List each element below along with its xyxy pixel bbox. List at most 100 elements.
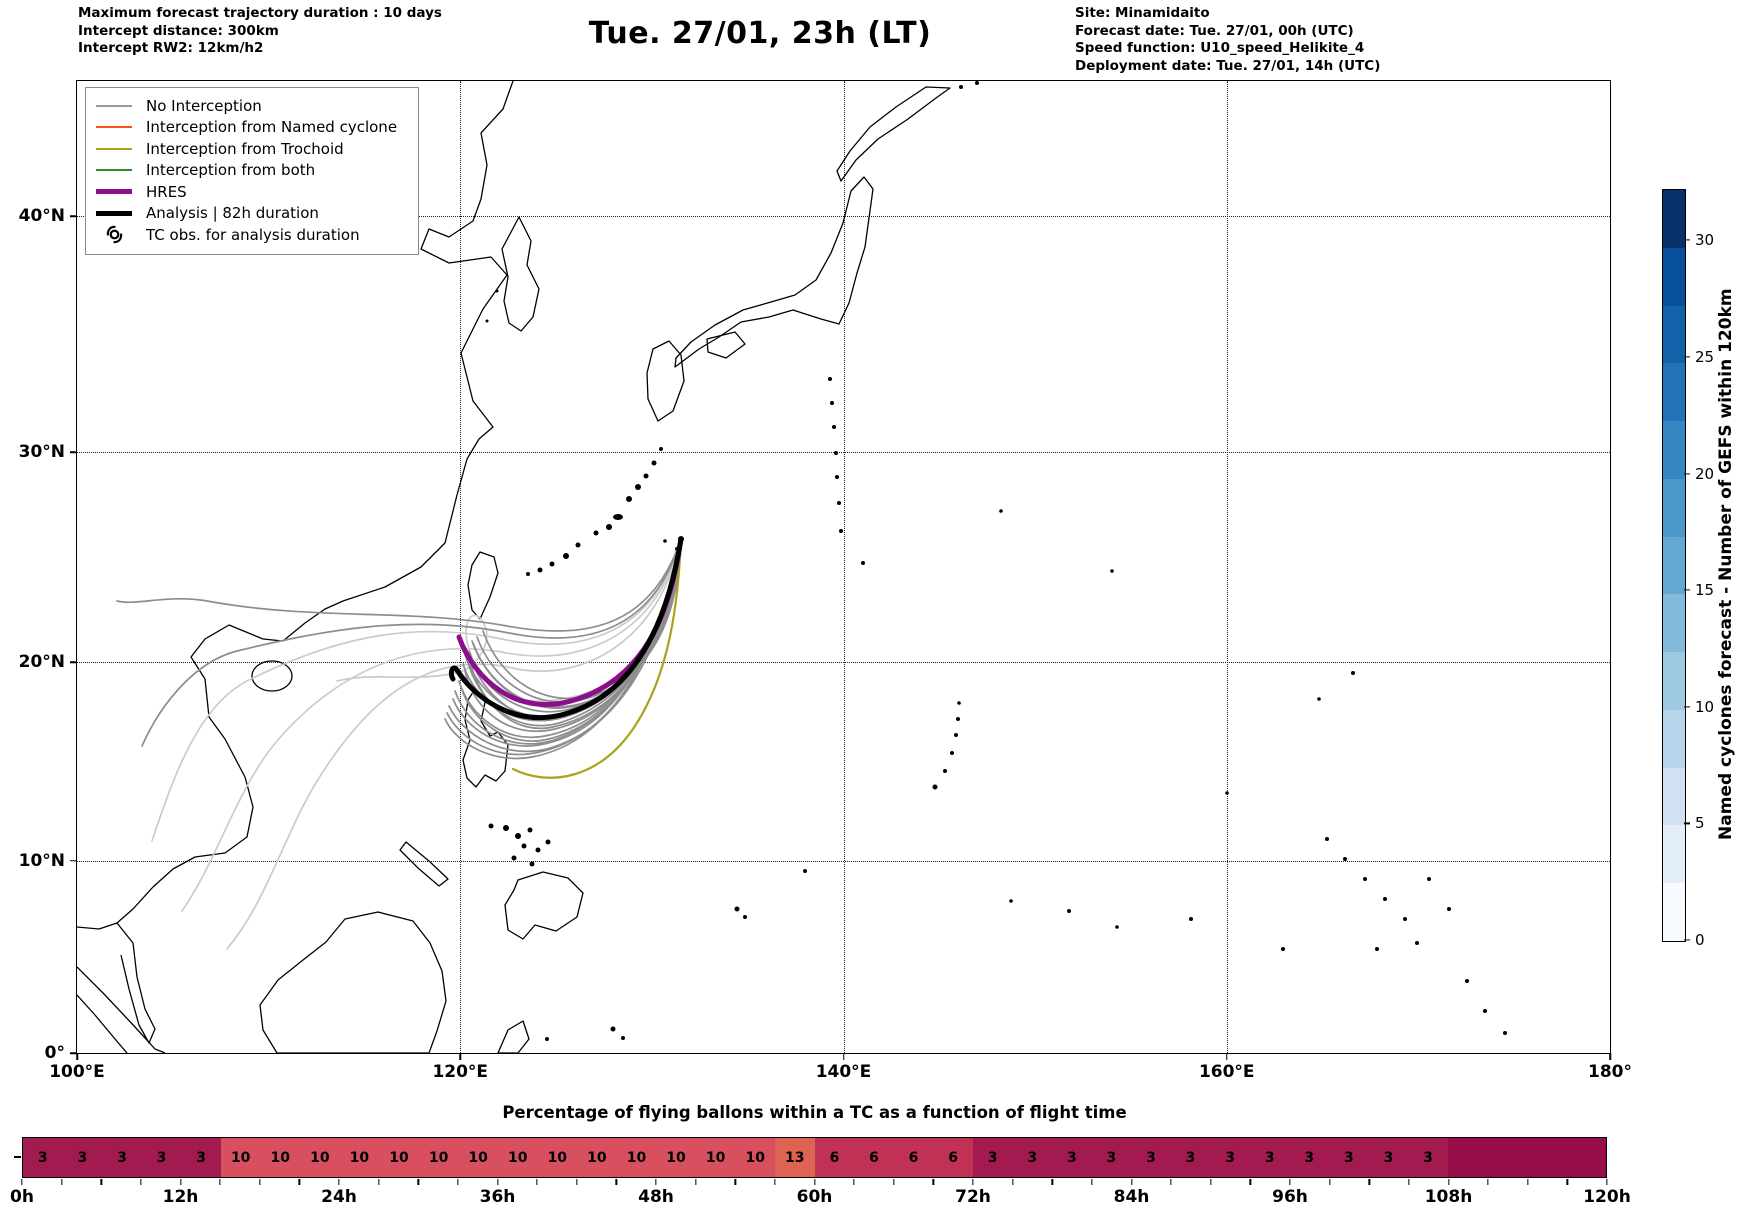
strip-cell: 10 [537, 1138, 578, 1177]
strip-tick-mark [615, 1179, 618, 1185]
colorbar-tick-label: 10 [1695, 697, 1715, 716]
strip-tick-mark [536, 1179, 538, 1185]
strip-tick-mark [1011, 1179, 1014, 1185]
gridline-parallel [77, 452, 1610, 454]
site-info-text: Site: Minamidaito Forecast date: Tue. 27… [1075, 5, 1381, 74]
colorbar-tick-label: 30 [1695, 231, 1715, 250]
strip-cell: 10 [656, 1138, 696, 1177]
strip-cell: 3 [972, 1138, 1013, 1177]
strip-cell: 10 [695, 1138, 736, 1177]
x-tick-label: 120°E [432, 1062, 489, 1082]
strip-tick-mark [179, 1179, 182, 1185]
strip-tick-mark [1130, 1179, 1133, 1185]
strip-tick-mark [21, 1179, 23, 1185]
x-tick-mark [76, 1053, 78, 1060]
strip-tick-mark [457, 1179, 459, 1185]
trajectory-analysis [448, 536, 684, 720]
strip-tick-label: 24h [321, 1187, 357, 1207]
strip-tick-label: 36h [479, 1187, 516, 1207]
y-tick-label: 10°N [18, 850, 65, 871]
x-tick-label: 160°E [1198, 1062, 1255, 1082]
strip-cell: 3 [1249, 1138, 1290, 1177]
strip-cell: 10 [300, 1138, 340, 1177]
colorbar-tick-mark [1684, 939, 1690, 941]
legend-line [96, 169, 132, 172]
legend-item: Interception from Named cyclone [96, 117, 408, 139]
x-tick-mark [1226, 1053, 1228, 1060]
legend-line [96, 189, 132, 195]
colorbar-tick-mark [1684, 239, 1690, 241]
strip-tick-label: 48h [638, 1187, 674, 1207]
trajectory-no-interception-far [181, 538, 682, 912]
colorbar-block [1663, 594, 1685, 653]
colorbar-block [1663, 709, 1685, 768]
strip-tick-label: 12h [162, 1187, 199, 1207]
strip-cell: 10 [735, 1138, 775, 1177]
strip-tick-mark [1527, 1179, 1529, 1185]
strip-tick-mark [774, 1179, 776, 1185]
legend-item-label: Interception from Trochoid [146, 139, 344, 158]
colorbar-block [1663, 247, 1685, 306]
colorbar-tick-mark [1684, 589, 1690, 591]
strip-cell: 3 [1170, 1138, 1211, 1177]
y-tick-mark [70, 661, 77, 663]
colorbar-tick-mark [1684, 706, 1690, 708]
y-tick-label: 30°N [18, 442, 65, 463]
colorbar-block [1663, 190, 1685, 248]
colorbar-block [1663, 478, 1685, 537]
trajectory-lines [116, 536, 684, 950]
strip-cell: 3 [1012, 1138, 1053, 1177]
trajectory-no-interception [471, 538, 682, 709]
legend-item-label: Analysis | 82h duration [146, 204, 319, 223]
strip-tick-label: 96h [1272, 1187, 1308, 1207]
y-tick-label: 20°N [18, 652, 65, 673]
y-tick-mark [70, 859, 77, 862]
legend-item-label: TC obs. for analysis duration [146, 225, 360, 244]
trajectory-no-interception [472, 538, 682, 708]
colorbar-block [1663, 652, 1685, 710]
strip-cell: 10 [497, 1138, 538, 1177]
y-tick-mark [70, 1052, 77, 1054]
strip-tick-mark [1289, 1179, 1291, 1185]
legend-line [96, 126, 132, 129]
trajectory-no-interception-far [226, 538, 682, 950]
strip-cell: 3 [1052, 1138, 1092, 1177]
colorbar-block [1663, 767, 1685, 826]
legend-line [96, 104, 132, 107]
strip-tick-mark [972, 1179, 974, 1185]
strip-cell: 6 [893, 1138, 934, 1177]
trajectory-trochoid [511, 537, 683, 779]
strip-tick-mark [813, 1179, 816, 1185]
strip-tick-label: 108h [1424, 1187, 1473, 1207]
colorbar-tick-mark [1684, 822, 1690, 824]
colorbar-block [1663, 883, 1685, 941]
gridline-meridian [460, 81, 462, 1053]
strip-title: Percentage of flying ballons within a TC… [502, 1103, 1127, 1122]
legend-line-icon [96, 126, 132, 129]
strip-tick-mark [932, 1179, 935, 1185]
x-tick-label: 180° [1588, 1062, 1632, 1082]
strip-cell: 10 [379, 1138, 419, 1177]
strip-tick-mark [1566, 1179, 1569, 1185]
colorbar-tick-label: 5 [1695, 814, 1705, 833]
strip-cell: 3 [141, 1138, 182, 1177]
strip-cell: 3 [181, 1138, 221, 1177]
strip-cell [1566, 1138, 1607, 1177]
strip-tick-mark [1091, 1179, 1093, 1185]
strip-tick-mark [655, 1179, 657, 1185]
legend-item: Interception from Trochoid [96, 138, 408, 160]
x-tick-mark [1609, 1053, 1611, 1060]
strip-cell: 3 [1329, 1138, 1369, 1177]
y-tick-mark [70, 451, 77, 454]
colorbar-block [1663, 363, 1685, 422]
colorbar-tick-label: 25 [1695, 347, 1715, 366]
strip-cell: 3 [1091, 1138, 1132, 1177]
trajectory-no-interception [482, 538, 682, 700]
island-dots [485, 81, 1507, 1041]
trajectory-no-interception-far [151, 538, 682, 842]
strip-cell: 10 [220, 1138, 261, 1177]
strip-tick-mark [377, 1179, 380, 1185]
legend-line-icon [96, 210, 132, 216]
strip-tick-mark [100, 1179, 102, 1185]
